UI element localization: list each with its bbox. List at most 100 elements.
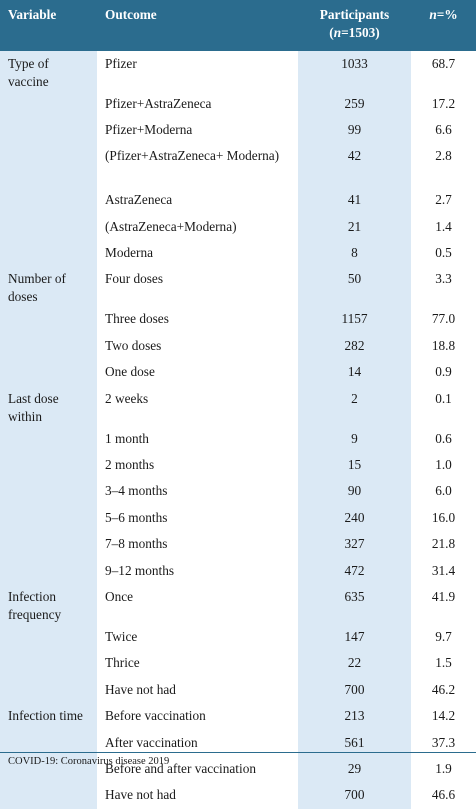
variable-cell [0,240,97,267]
outcome-cell: 3–4 months [97,478,298,505]
variable-cell [0,116,97,144]
percent-cell: 21.8 [411,531,476,558]
variable-cell [0,306,97,333]
percent-cell: 6.0 [411,478,476,505]
outcome-cell: Three doses [97,306,298,333]
table-row: Number of doses Four doses 50 3.3 [0,266,476,307]
variable-cell [0,623,97,651]
header-row: Variable Outcome Participants (n=1503) n=… [0,0,476,50]
variable-cell [0,729,97,756]
header-percent-label: =% [436,7,458,22]
outcome-cell: After vaccination [97,729,298,756]
table-row: Have not had 700 46.2 [0,676,476,704]
table-row: Pfizer+AstraZeneca 259 17.2 [0,90,476,117]
participants-cell: 700 [298,782,411,809]
header-participants-n: n [333,25,342,40]
percent-cell: 9.7 [411,623,476,651]
variable-cell [0,531,97,558]
participants-cell: 561 [298,729,411,756]
percent-cell: 46.6 [411,782,476,809]
table-row: 2 months 15 1.0 [0,452,476,479]
participants-cell: 259 [298,90,411,117]
percent-cell: 14.2 [411,703,476,730]
header-participants-label: Participants [319,7,390,22]
percent-cell: 3.3 [411,266,476,307]
variable-cell: Last dose within [0,385,97,426]
percent-cell: 0.5 [411,240,476,267]
table-row: Have not had 700 46.6 [0,782,476,809]
outcome-cell: AstraZeneca [97,187,298,214]
header-variable: Variable [0,0,97,50]
outcome-cell: (Pfizer+AstraZeneca+ Moderna) [97,143,298,188]
table-row: Thrice 22 1.5 [0,650,476,677]
table-row: Moderna 8 0.5 [0,240,476,267]
variable-cell [0,504,97,532]
participants-cell: 147 [298,623,411,651]
participants-cell: 50 [298,266,411,307]
table-row: Pfizer+Moderna 99 6.6 [0,116,476,144]
table-row: 5–6 months 240 16.0 [0,504,476,532]
table-header: Variable Outcome Participants (n=1503) n=… [0,0,476,50]
participants-cell: 41 [298,187,411,214]
header-percent: n=% [411,0,476,50]
table-row: 1 month 9 0.6 [0,425,476,453]
percent-cell: 46.2 [411,676,476,704]
percent-cell: 16.0 [411,504,476,532]
variable-cell: Infection frequency [0,583,97,624]
outcome-cell: Have not had [97,782,298,809]
participants-cell: 42 [298,143,411,188]
table-row: Two doses 282 18.8 [0,332,476,360]
percent-cell: 0.6 [411,425,476,453]
participants-cell: 700 [298,676,411,704]
variable-cell [0,425,97,453]
variable-cell: Infection time [0,703,97,730]
table-row: Last dose within 2 weeks 2 0.1 [0,385,476,426]
participants-cell: 2 [298,385,411,426]
outcome-cell: Thrice [97,650,298,677]
variable-cell [0,143,97,188]
percent-cell: 2.7 [411,187,476,214]
table-row: 9–12 months 472 31.4 [0,557,476,584]
table-row: One dose 14 0.9 [0,359,476,386]
percent-cell: 18.8 [411,332,476,360]
table-body: Type of vaccine Pfizer 1033 68.7 Pfizer+Astr… [0,49,476,809]
header-percent-n: n [429,7,437,22]
table-row: AstraZeneca 41 2.7 [0,187,476,214]
participants-cell: 1157 [298,306,411,333]
header-participants-count: =1503) [341,25,380,40]
percent-cell: 1.0 [411,452,476,479]
outcome-cell: 7–8 months [97,531,298,558]
variable-cell [0,90,97,117]
participants-cell: 472 [298,557,411,584]
table-row: 3–4 months 90 6.0 [0,478,476,505]
table-row: Type of vaccine Pfizer 1033 68.7 [0,49,476,91]
variable-cell [0,332,97,360]
participants-cell: 635 [298,583,411,624]
table-footnote: COVID-19: Coronavirus disease 2019 [0,752,476,767]
percent-cell: 0.9 [411,359,476,386]
participants-cell: 99 [298,116,411,144]
table-row: After vaccination 561 37.3 [0,729,476,756]
table-row: (Pfizer+AstraZeneca+ Moderna) 42 2.8 [0,143,476,188]
participants-cell: 9 [298,425,411,453]
table-row: Three doses 1157 77.0 [0,306,476,333]
variable-cell [0,676,97,704]
outcome-cell: 5–6 months [97,504,298,532]
outcome-cell: 9–12 months [97,557,298,584]
participants-cell: 90 [298,478,411,505]
outcome-cell: 2 months [97,452,298,479]
table-row: 7–8 months 327 21.8 [0,531,476,558]
variable-cell [0,187,97,214]
header-outcome: Outcome [97,0,298,50]
outcome-cell: Before vaccination [97,703,298,730]
table-row: Twice 147 9.7 [0,623,476,651]
participants-cell: 8 [298,240,411,267]
outcome-cell: Pfizer+Moderna [97,116,298,144]
participants-cell: 15 [298,452,411,479]
header-participants: Participants (n=1503) [298,0,411,50]
outcome-cell: (AstraZeneca+Moderna) [97,213,298,241]
variable-cell [0,782,97,809]
percent-cell: 1.4 [411,213,476,241]
